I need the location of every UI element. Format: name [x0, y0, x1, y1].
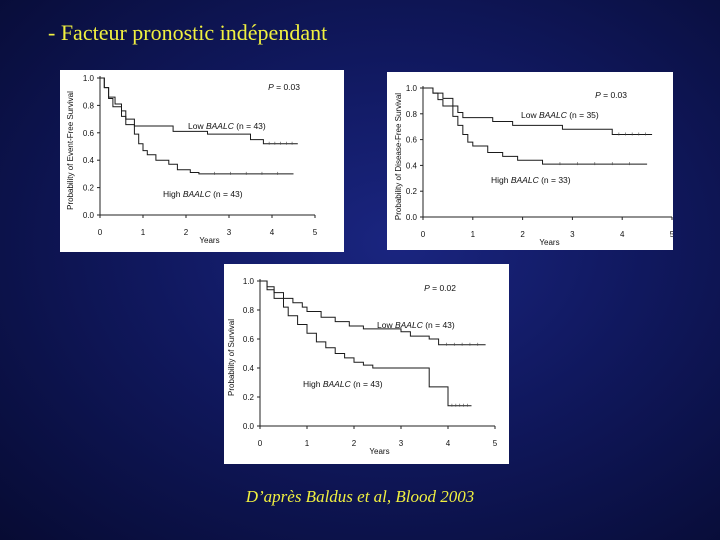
chart-1-series-0-curve — [423, 87, 653, 135]
chart-efs: 0.0 0.2 0.4 0.6 0.8 1.0 0 1 2 3 4 5 Years Probability… — [66, 74, 318, 245]
chart-0-xlabel: Years — [199, 236, 219, 245]
chart-0-xtick-label: 4 — [270, 228, 275, 237]
chart-2-xtick-label: 2 — [352, 439, 357, 448]
chart-1-xlabel: Years — [539, 238, 559, 247]
chart-0-ytick-label: 0.2 — [83, 184, 95, 193]
chart-0-xtick-label: 3 — [227, 228, 232, 237]
chart-panel-os: 0.0 0.2 0.4 0.6 0.8 1.0 0 1 2 3 4 5 Years Probability… — [224, 264, 509, 464]
chart-0-series-0-label: Low BAALC (n = 43) — [188, 121, 266, 131]
chart-dfs: 0.0 0.2 0.4 0.6 0.8 1.0 0 1 2 3 4 5 Years Probability… — [394, 84, 673, 247]
chart-1-xtick-label: 4 — [620, 230, 625, 239]
chart-os: 0.0 0.2 0.4 0.6 0.8 1.0 0 1 2 3 4 5 Years Probability… — [227, 277, 498, 456]
chart-1-pvalue: P = 0.03 — [595, 90, 627, 100]
chart-1-xtick-label: 5 — [670, 230, 673, 239]
chart-1-ytick-label: 1.0 — [406, 84, 418, 93]
chart-0-series-1-curve — [100, 77, 294, 175]
chart-0-xtick-label: 2 — [184, 228, 189, 237]
chart-1-xtick-label: 0 — [421, 230, 426, 239]
chart-2-xtick-label: 0 — [258, 439, 263, 448]
chart-1-xtick-label: 1 — [471, 230, 476, 239]
chart-2-ytick-label: 1.0 — [243, 277, 255, 286]
chart-2-xtick-label: 1 — [305, 439, 310, 448]
citation: D’après Baldus et al, Blood 2003 — [245, 487, 475, 506]
chart-1-ylabel: Probability of Disease-Free Survival — [394, 93, 403, 220]
chart-1-ytick-label: 0.2 — [406, 187, 418, 196]
chart-0-ytick-label: 0.0 — [83, 211, 95, 220]
chart-2-xlabel: Years — [369, 447, 389, 456]
chart-1-ytick-label: 0.0 — [406, 213, 418, 222]
chart-1-series-1-curve — [423, 87, 648, 165]
chart-0-ylabel: Probability of Event-Free Survival — [66, 91, 75, 210]
chart-2-series-0-curve — [260, 280, 486, 346]
chart-2-xtick-label: 4 — [446, 439, 451, 448]
chart-1-ytick-label: 0.6 — [406, 136, 418, 145]
chart-0-pvalue: P = 0.03 — [268, 82, 300, 92]
chart-1-xtick-label: 3 — [570, 230, 575, 239]
chart-0-xtick-label: 5 — [313, 228, 318, 237]
chart-2-xtick-label: 5 — [493, 439, 498, 448]
chart-1-series-0-label: Low BAALC (n = 35) — [521, 110, 599, 120]
chart-2-ylabel: Probability of Survival — [227, 319, 236, 396]
chart-0-ytick-label: 0.8 — [83, 101, 95, 110]
chart-0-xtick-label: 0 — [98, 228, 103, 237]
chart-2-xtick-label: 3 — [399, 439, 404, 448]
chart-0-series-1-label: High BAALC (n = 43) — [163, 189, 243, 199]
chart-0-ytick-label: 0.6 — [83, 129, 95, 138]
chart-2-series-1-curve — [260, 280, 472, 407]
chart-2-ytick-label: 0.2 — [243, 393, 255, 402]
chart-panel-dfs: 0.0 0.2 0.4 0.6 0.8 1.0 0 1 2 3 4 5 Years Probability… — [387, 72, 673, 250]
chart-2-ytick-label: 0.0 — [243, 422, 255, 431]
chart-2-ytick-label: 0.8 — [243, 306, 255, 315]
chart-0-ytick-label: 1.0 — [83, 74, 95, 83]
slide-title: - Facteur pronostic indépendant — [48, 20, 328, 45]
chart-1-ytick-label: 0.8 — [406, 110, 418, 119]
chart-2-series-1-label: High BAALC (n = 43) — [303, 379, 383, 389]
chart-2-pvalue: P = 0.02 — [424, 283, 456, 293]
chart-2-ytick-label: 0.6 — [243, 335, 255, 344]
chart-2-series-0-label: Low BAALC (n = 43) — [377, 320, 455, 330]
chart-2-ytick-label: 0.4 — [243, 364, 255, 373]
chart-0-ytick-label: 0.4 — [83, 156, 95, 165]
chart-1-ytick-label: 0.4 — [406, 161, 418, 170]
chart-panel-efs: 0.0 0.2 0.4 0.6 0.8 1.0 0 1 2 3 4 5 Years Probability… — [60, 70, 344, 252]
chart-0-xtick-label: 1 — [141, 228, 146, 237]
chart-1-xtick-label: 2 — [520, 230, 525, 239]
chart-1-series-1-label: High BAALC (n = 33) — [491, 175, 571, 185]
